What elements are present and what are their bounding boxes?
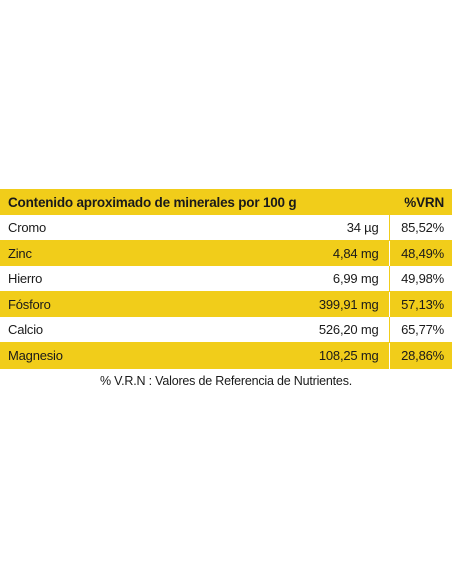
column-divider — [388, 240, 390, 267]
mineral-name: Zinc — [8, 245, 32, 261]
column-divider — [388, 317, 390, 342]
mineral-vrn-percent: 85,52% — [401, 219, 444, 235]
table-row: Hierro 6,99 mg 49,98% — [0, 266, 452, 292]
mineral-amount: 526,20 mg — [318, 322, 379, 338]
mineral-name: Cromo — [8, 219, 47, 235]
table-row: Cromo 34 µg 85,52% — [0, 215, 452, 241]
mineral-vrn-percent: 48,49% — [401, 245, 444, 261]
mineral-amount: 399,91 mg — [318, 297, 379, 313]
column-divider — [388, 266, 390, 291]
table-header: Contenido aproximado de minerales por 10… — [0, 189, 452, 215]
minerals-table: Contenido aproximado de minerales por 10… — [0, 189, 452, 388]
mineral-amount: 34 µg — [346, 219, 379, 235]
mineral-name: Magnesio — [8, 348, 63, 364]
vrn-column-header: %VRN — [404, 194, 444, 210]
table-title: Contenido aproximado de minerales por 10… — [8, 194, 297, 210]
mineral-vrn-percent: 65,77% — [401, 322, 444, 338]
column-divider — [388, 215, 390, 240]
mineral-vrn-percent: 57,13% — [401, 297, 444, 313]
table-row: Magnesio 108,25 mg 28,86% — [0, 342, 452, 369]
column-divider — [388, 291, 390, 318]
vrn-footnote: % V.R.N : Valores de Referencia de Nutri… — [99, 373, 353, 388]
mineral-name: Hierro — [8, 270, 43, 286]
mineral-name: Calcio — [8, 322, 43, 338]
mineral-amount: 4,84 mg — [332, 245, 379, 261]
mineral-vrn-percent: 28,86% — [401, 348, 444, 364]
table-row: Zinc 4,84 mg 48,49% — [0, 240, 452, 267]
mineral-amount: 108,25 mg — [318, 348, 379, 364]
mineral-amount: 6,99 mg — [332, 270, 379, 286]
table-row: Calcio 526,20 mg 65,77% — [0, 317, 452, 343]
mineral-vrn-percent: 49,98% — [401, 270, 444, 286]
column-divider — [388, 342, 390, 369]
mineral-name: Fósforo — [8, 297, 51, 313]
table-row: Fósforo 399,91 mg 57,13% — [0, 291, 452, 318]
